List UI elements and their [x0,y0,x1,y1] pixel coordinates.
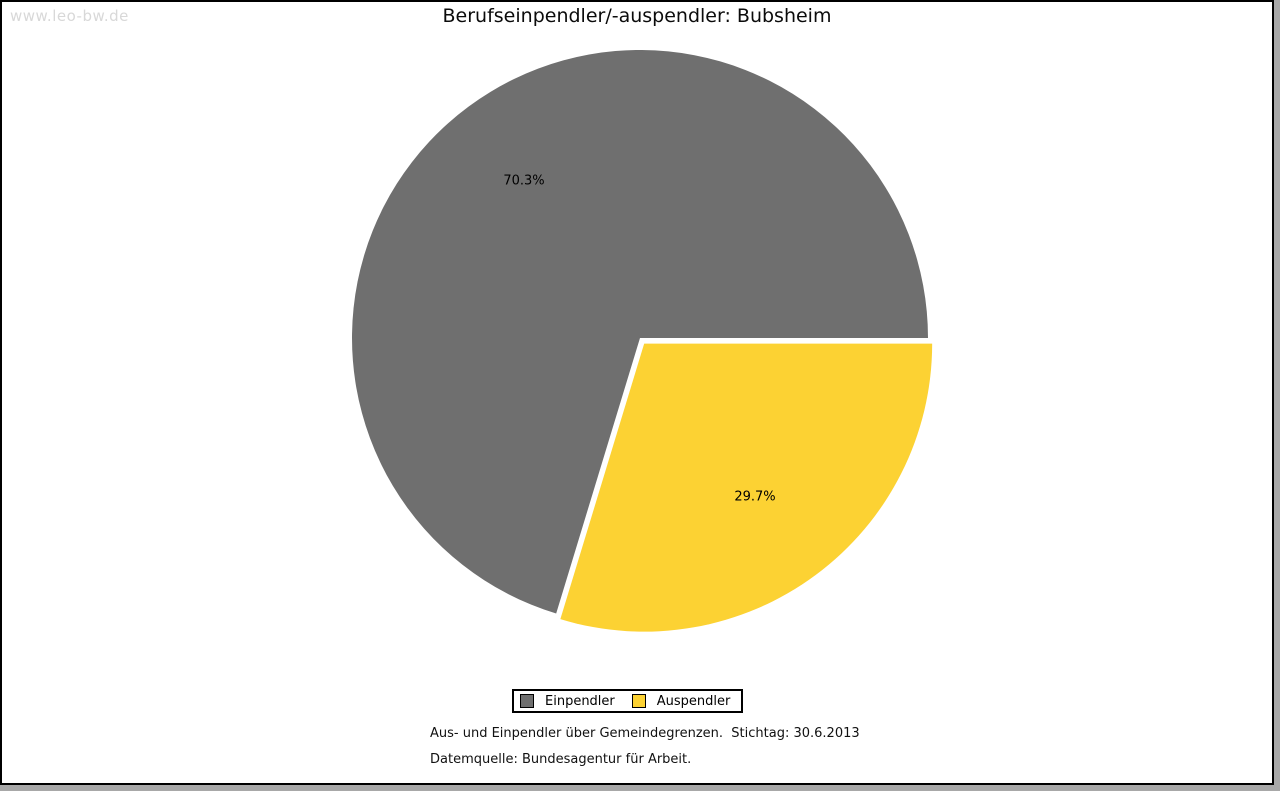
legend: Einpendler Auspendler [512,689,744,713]
footnote-line2: Datemquelle: Bundesagentur für Arbeit. [430,752,692,767]
slice-label-einpendler: 70.3% [503,173,545,189]
legend-label-einpendler: Einpendler [545,693,615,709]
legend-label-auspendler: Auspendler [656,693,731,709]
footnote-line1: Aus- und Einpendler über Gemeindegrenzen… [430,726,860,741]
auspendler-swatch-icon [631,694,646,708]
pie-slice-auspendler [560,343,933,632]
pie-slice-einpendler [352,49,928,614]
slice-label-auspendler: 29.7% [734,489,776,505]
einpendler-swatch-icon [520,694,534,708]
legend-item-auspendler: Auspendler [631,693,731,709]
watermark: www.leo-bw.de [10,7,129,25]
legend-item-einpendler: Einpendler [520,694,615,709]
pie-chart [352,49,933,632]
page-title: Berufseinpendler/-auspendler: Bubsheim [442,5,832,27]
